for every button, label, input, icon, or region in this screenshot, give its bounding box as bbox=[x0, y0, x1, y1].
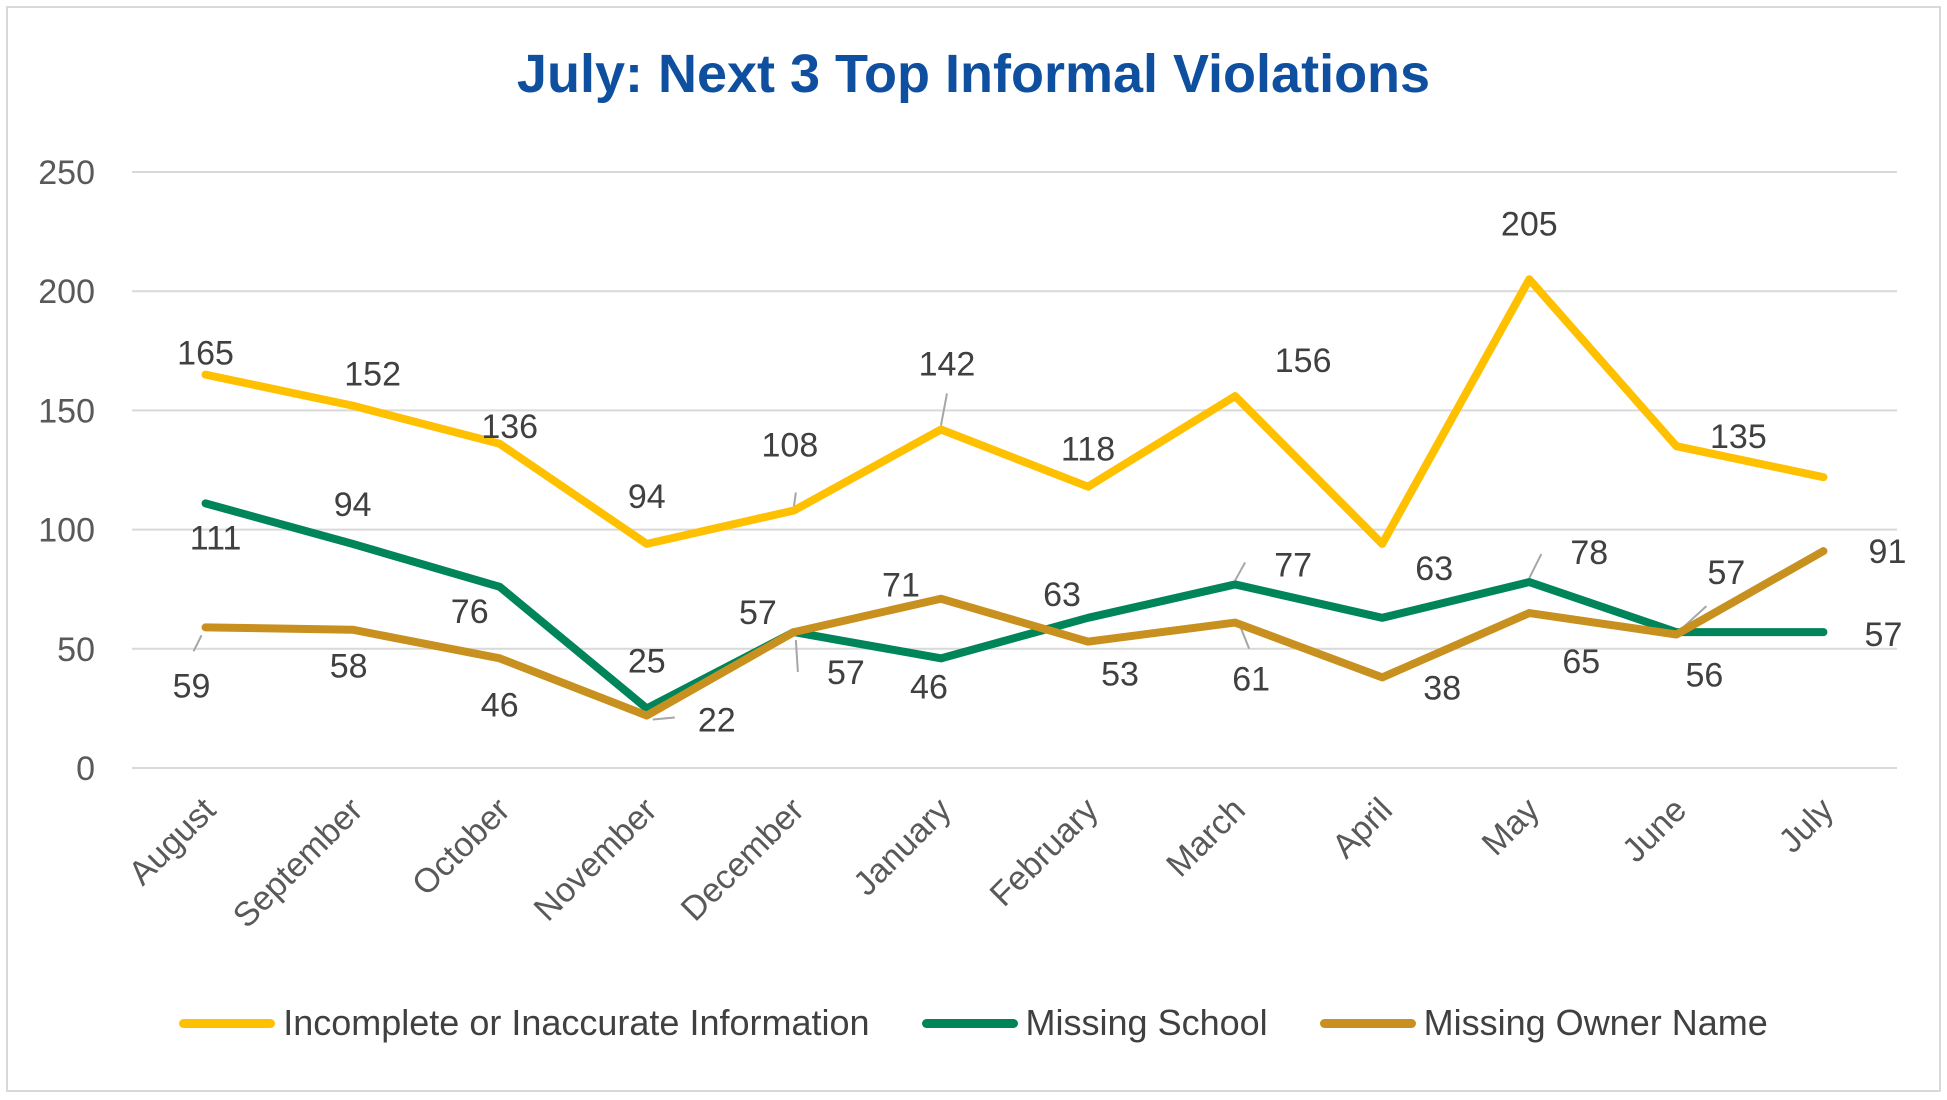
data-label: 108 bbox=[762, 427, 819, 465]
data-label: 91 bbox=[1869, 533, 1907, 571]
data-label: 57 bbox=[739, 594, 777, 632]
data-label: 136 bbox=[481, 408, 538, 446]
data-label: 56 bbox=[1685, 656, 1723, 694]
leader-line bbox=[939, 393, 948, 426]
label-leader-lines bbox=[192, 393, 1708, 721]
data-label: 76 bbox=[451, 593, 489, 631]
x-tick-label: January bbox=[846, 791, 958, 903]
series-lines bbox=[201, 275, 1828, 720]
chart-title: July: Next 3 Top Informal Violations bbox=[516, 44, 1431, 104]
x-tick-label: September bbox=[226, 791, 370, 935]
legend: Incomplete or Inaccurate Information Mis… bbox=[0, 1002, 1947, 1044]
y-tick-label: 50 bbox=[57, 631, 95, 669]
data-label: 53 bbox=[1101, 656, 1139, 694]
data-label: 142 bbox=[919, 345, 976, 383]
leader-line bbox=[652, 716, 675, 721]
series-line-2 bbox=[201, 547, 1828, 720]
data-label: 94 bbox=[628, 478, 666, 516]
x-tick-label: November bbox=[527, 791, 665, 929]
legend-item-missing-owner-name: Missing Owner Name bbox=[1319, 1002, 1768, 1044]
gridlines bbox=[132, 171, 1897, 769]
x-tick-label: October bbox=[405, 791, 517, 903]
y-tick-label: 150 bbox=[38, 392, 95, 430]
data-label: 38 bbox=[1423, 669, 1461, 707]
leader-line bbox=[1240, 628, 1251, 649]
data-label: 46 bbox=[481, 686, 519, 724]
y-tick-label: 200 bbox=[38, 273, 95, 311]
data-label: 152 bbox=[344, 356, 401, 394]
leader-line bbox=[192, 634, 203, 652]
x-axis-ticks: August September October November December Ja… bbox=[121, 790, 1841, 935]
data-label: 25 bbox=[628, 642, 666, 680]
y-axis-ticks: 0 50 100 150 200 250 bbox=[38, 154, 95, 788]
data-label: 156 bbox=[1275, 342, 1332, 380]
x-tick-label: May bbox=[1475, 791, 1547, 863]
y-tick-label: 100 bbox=[38, 512, 95, 550]
series-line-1 bbox=[201, 499, 1828, 713]
data-label: 58 bbox=[330, 648, 368, 686]
data-label: 65 bbox=[1562, 643, 1600, 681]
y-tick-label: 0 bbox=[76, 750, 95, 788]
legend-item-missing-school: Missing School bbox=[921, 1002, 1268, 1044]
data-label: 59 bbox=[173, 667, 211, 705]
legend-label-missing-owner-name: Missing Owner Name bbox=[1423, 1002, 1768, 1043]
leader-line bbox=[1528, 553, 1543, 579]
y-tick-label: 250 bbox=[38, 154, 95, 192]
data-label: 57 bbox=[1707, 554, 1745, 592]
chart-frame bbox=[6, 6, 1941, 1092]
data-label: 61 bbox=[1232, 661, 1270, 699]
data-label: 46 bbox=[910, 668, 948, 706]
series-line-0 bbox=[201, 275, 1828, 548]
legend-label-missing-school: Missing School bbox=[1025, 1002, 1268, 1043]
data-label: 135 bbox=[1710, 418, 1767, 456]
data-label: 205 bbox=[1501, 205, 1558, 243]
x-tick-label: December bbox=[674, 791, 812, 929]
data-label: 57 bbox=[1865, 616, 1903, 654]
data-label: 22 bbox=[698, 702, 736, 740]
leader-line bbox=[792, 492, 797, 507]
data-label: 111 bbox=[190, 519, 242, 557]
x-tick-label: April bbox=[1325, 791, 1400, 866]
data-label: 63 bbox=[1043, 576, 1081, 614]
x-tick-label: February bbox=[983, 791, 1106, 914]
x-tick-label: July bbox=[1771, 791, 1841, 861]
legend-label-incomplete-information: Incomplete or Inaccurate Information bbox=[283, 1002, 870, 1043]
legend-swatch-missing-owner-name bbox=[1319, 1018, 1416, 1028]
x-tick-label: March bbox=[1159, 791, 1253, 885]
legend-item-incomplete-information: Incomplete or Inaccurate Information bbox=[179, 1002, 870, 1044]
x-tick-label: August bbox=[121, 790, 223, 892]
data-label: 165 bbox=[177, 335, 234, 373]
data-label: 77 bbox=[1274, 546, 1312, 584]
data-label: 63 bbox=[1415, 550, 1453, 588]
data-label: 57 bbox=[827, 654, 865, 692]
leader-line bbox=[1234, 561, 1246, 581]
data-labels: 165 152 136 94 108 142 118 156 205 135 111 94 76 25 57… bbox=[173, 205, 1907, 739]
legend-swatch-incomplete-information bbox=[179, 1018, 276, 1028]
data-label: 71 bbox=[882, 567, 920, 605]
data-label: 94 bbox=[334, 486, 372, 524]
x-tick-label: June bbox=[1615, 791, 1694, 870]
legend-swatch-missing-school bbox=[921, 1018, 1018, 1028]
data-label: 118 bbox=[1061, 431, 1115, 469]
leader-line bbox=[794, 640, 799, 673]
data-label: 78 bbox=[1570, 534, 1608, 572]
